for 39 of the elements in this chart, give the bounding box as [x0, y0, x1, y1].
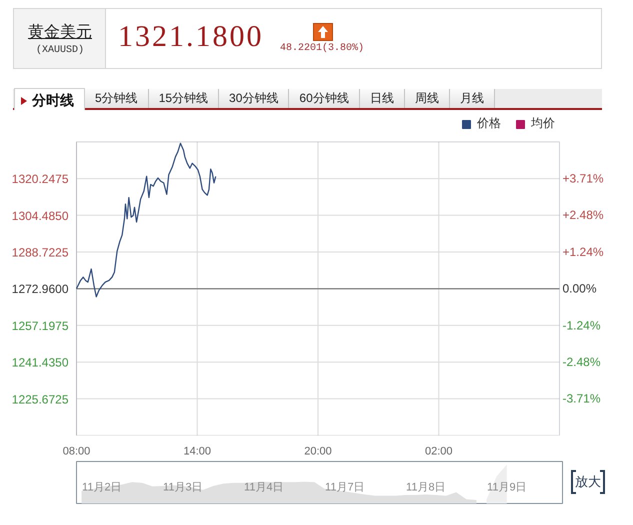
text: 日线 — [360, 89, 405, 108]
y-tick-label: 1288.7225 — [12, 245, 69, 260]
legend-label: 均价 — [531, 115, 555, 132]
text: 分时线 — [14, 88, 85, 110]
x-tick-label: 20:00 — [304, 446, 332, 458]
text: 48.2201(3.80%) — [280, 43, 364, 55]
y2-tick-label: +3.71% — [562, 172, 604, 186]
y2-tick-label: 0.00% — [562, 282, 597, 296]
y-tick-label: 1257.1975 — [12, 318, 69, 333]
text: 月线 — [450, 89, 495, 108]
y2-tick-label: -1.24% — [562, 318, 601, 332]
legend-label: 价格 — [477, 115, 501, 132]
y-tick-label: 1304.4850 — [12, 208, 69, 223]
text: 30分钟线 — [219, 89, 290, 108]
x-tick-label: 14:00 — [183, 446, 212, 458]
x-tick-label: 11月4日 — [244, 482, 284, 494]
y-tick-label: 1241.4350 — [12, 356, 69, 370]
text: 周线 — [404, 89, 450, 108]
y2-tick-label: -3.71% — [562, 392, 601, 406]
text: 60分钟线 — [289, 89, 360, 108]
chart-subtitle: (XAUUSD) — [34, 45, 85, 57]
x-tick-label: 11月7日 — [325, 482, 365, 494]
y-tick-label: 1320.2475 — [12, 172, 69, 186]
y2-tick-label: -2.48% — [562, 355, 601, 370]
x-tick-label: 02:00 — [424, 446, 453, 458]
x-tick-label: 08:00 — [62, 446, 90, 458]
x-tick-label: 11月3日 — [163, 482, 203, 494]
text: 放大 — [571, 470, 605, 494]
y2-tick-label: +2.48% — [562, 208, 604, 222]
y2-tick-label: +1.24% — [562, 244, 604, 259]
y-tick-label: 1272.9600 — [12, 282, 69, 296]
text: 1321.1800 — [118, 20, 264, 53]
x-tick-label: 11月8日 — [406, 482, 446, 494]
x-tick-label: 11月2日 — [82, 482, 122, 494]
x-tick-label: 11月9日 — [487, 482, 527, 494]
text: 15分钟线 — [148, 89, 220, 108]
y-tick-label: 1225.6725 — [12, 392, 69, 406]
text: 5分钟线 — [85, 89, 149, 108]
chart-title: 黄金美元 — [27, 24, 93, 42]
